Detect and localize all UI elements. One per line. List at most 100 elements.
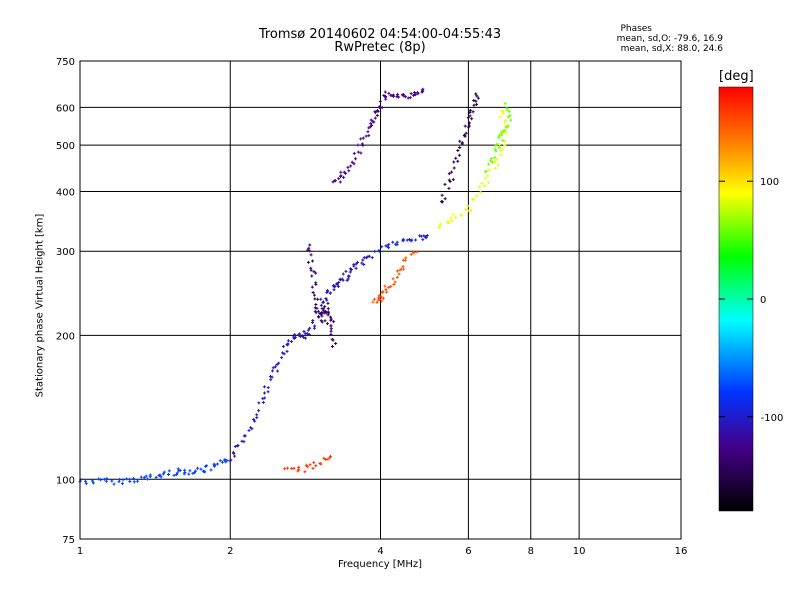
data-point bbox=[452, 166, 456, 170]
data-point bbox=[352, 151, 356, 155]
data-point bbox=[182, 472, 186, 476]
data-point bbox=[424, 235, 428, 239]
data-point bbox=[500, 133, 504, 137]
data-point bbox=[470, 117, 474, 121]
data-point bbox=[503, 102, 507, 106]
data-point bbox=[381, 290, 385, 294]
data-point bbox=[474, 92, 478, 96]
data-point bbox=[316, 297, 320, 301]
data-point bbox=[474, 99, 478, 103]
data-point bbox=[339, 170, 343, 174]
data-point bbox=[261, 400, 265, 404]
data-point bbox=[361, 258, 365, 262]
data-point bbox=[334, 342, 338, 346]
data-point bbox=[162, 470, 166, 474]
data-point bbox=[269, 375, 272, 379]
data-point bbox=[359, 137, 363, 141]
data-point bbox=[302, 335, 306, 339]
data-point bbox=[349, 268, 353, 272]
chart-subtitle: RwPretec (8p) bbox=[334, 40, 426, 55]
data-point bbox=[352, 162, 356, 166]
data-point bbox=[220, 460, 224, 464]
data-point bbox=[297, 466, 301, 470]
data-point bbox=[346, 165, 350, 169]
colorbar-tick-label: -100 bbox=[761, 413, 784, 424]
data-point bbox=[257, 409, 261, 413]
data-point bbox=[316, 309, 320, 313]
data-point bbox=[216, 462, 220, 466]
data-point bbox=[332, 285, 336, 289]
phases-heading: Phases bbox=[620, 24, 652, 34]
data-point bbox=[401, 264, 405, 268]
data-point bbox=[253, 419, 257, 423]
data-point bbox=[414, 93, 418, 97]
data-point bbox=[352, 263, 356, 267]
data-point bbox=[199, 467, 203, 471]
data-point bbox=[457, 153, 461, 157]
data-point bbox=[338, 180, 342, 184]
data-point bbox=[172, 473, 176, 477]
data-point bbox=[337, 177, 341, 181]
data-point bbox=[501, 147, 505, 151]
data-point bbox=[325, 322, 329, 326]
data-point bbox=[97, 477, 101, 481]
data-point bbox=[326, 313, 330, 317]
data-point bbox=[472, 98, 476, 102]
data-point bbox=[307, 246, 311, 250]
data-point bbox=[468, 108, 472, 112]
data-point bbox=[336, 285, 340, 289]
trace bbox=[439, 92, 480, 204]
data-point bbox=[466, 116, 470, 120]
y-tick-label: 100 bbox=[56, 475, 75, 486]
data-point bbox=[504, 130, 508, 134]
data-point bbox=[313, 309, 317, 313]
data-point bbox=[314, 281, 318, 285]
data-point bbox=[490, 160, 494, 164]
data-point bbox=[387, 91, 391, 95]
data-point bbox=[462, 134, 466, 138]
data-point bbox=[421, 87, 425, 91]
data-point bbox=[322, 456, 326, 460]
data-point bbox=[161, 472, 165, 476]
data-point bbox=[395, 269, 399, 273]
data-point bbox=[326, 457, 330, 461]
data-point bbox=[309, 253, 313, 257]
data-point bbox=[362, 263, 366, 267]
colorbar-ticks: 100 0 -100 bbox=[719, 177, 783, 424]
data-point bbox=[387, 286, 391, 290]
data-point bbox=[263, 396, 267, 400]
data-point bbox=[331, 180, 335, 184]
data-point bbox=[311, 466, 315, 470]
data-point bbox=[332, 288, 336, 292]
data-point bbox=[261, 397, 265, 401]
data-point bbox=[501, 112, 505, 116]
data-point bbox=[397, 95, 401, 99]
colorbar-tick-label: 0 bbox=[760, 295, 766, 306]
data-point bbox=[483, 176, 487, 180]
x-axis-label: Frequency [MHz] bbox=[337, 559, 423, 570]
data-point bbox=[494, 166, 498, 170]
data-point bbox=[280, 356, 284, 360]
data-point bbox=[402, 94, 406, 98]
data-point bbox=[312, 293, 316, 297]
data-point bbox=[487, 181, 491, 185]
data-point bbox=[121, 482, 125, 486]
data-point bbox=[319, 297, 323, 301]
data-point bbox=[360, 142, 364, 146]
data-point bbox=[325, 298, 329, 302]
data-point bbox=[456, 159, 460, 163]
data-point bbox=[450, 170, 454, 174]
data-point bbox=[335, 282, 339, 286]
data-point bbox=[458, 146, 462, 150]
data-point bbox=[305, 465, 309, 469]
data-point bbox=[242, 434, 246, 438]
data-point bbox=[341, 278, 345, 282]
trace bbox=[78, 458, 229, 486]
data-point bbox=[167, 472, 171, 476]
data-point bbox=[496, 163, 500, 167]
x-tick-label: 2 bbox=[227, 546, 233, 557]
trace bbox=[228, 332, 304, 463]
data-point bbox=[414, 238, 418, 242]
data-point bbox=[310, 274, 314, 278]
data-point bbox=[375, 114, 379, 118]
